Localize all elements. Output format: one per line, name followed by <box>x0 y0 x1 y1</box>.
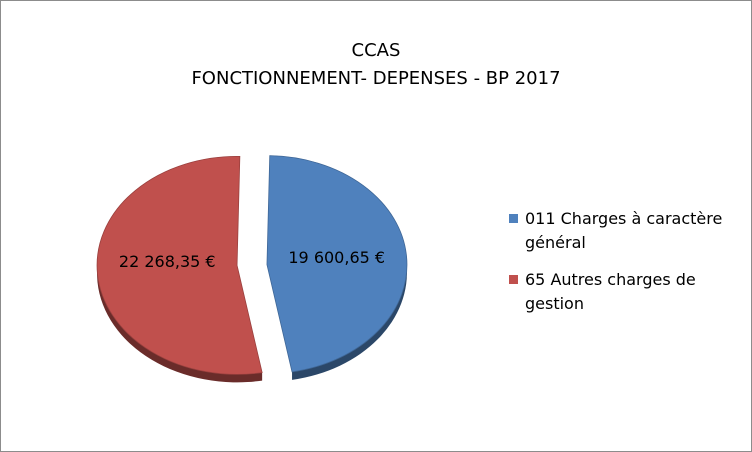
pie-slice-top-0 <box>266 155 408 373</box>
chart-title-line-1: CCAS <box>351 40 401 61</box>
data-label-0: 19 600,65 € <box>288 248 385 267</box>
legend-swatch-65 <box>509 275 518 284</box>
legend-swatch-011 <box>509 214 518 223</box>
legend-item-011: 011 Charges à caractère général <box>509 207 741 255</box>
chart-title-line-2: FONCTIONNEMENT- DEPENSES - BP 2017 <box>191 68 561 89</box>
legend-item-65: 65 Autres charges de gestion <box>509 268 741 316</box>
legend-label-011: 011 Charges à caractère général <box>525 209 723 252</box>
pie-slice-1 <box>96 155 263 383</box>
legend-label-65: 65 Autres charges de gestion <box>525 270 696 313</box>
data-label-1: 22 268,35 € <box>119 252 216 271</box>
pie-slice-top-1 <box>96 155 263 375</box>
pie-slice-0 <box>266 155 408 380</box>
chart-title: CCAS FONCTIONNEMENT- DEPENSES - BP 2017 <box>1 37 751 93</box>
legend: 011 Charges à caractère général 65 Autre… <box>509 207 741 329</box>
